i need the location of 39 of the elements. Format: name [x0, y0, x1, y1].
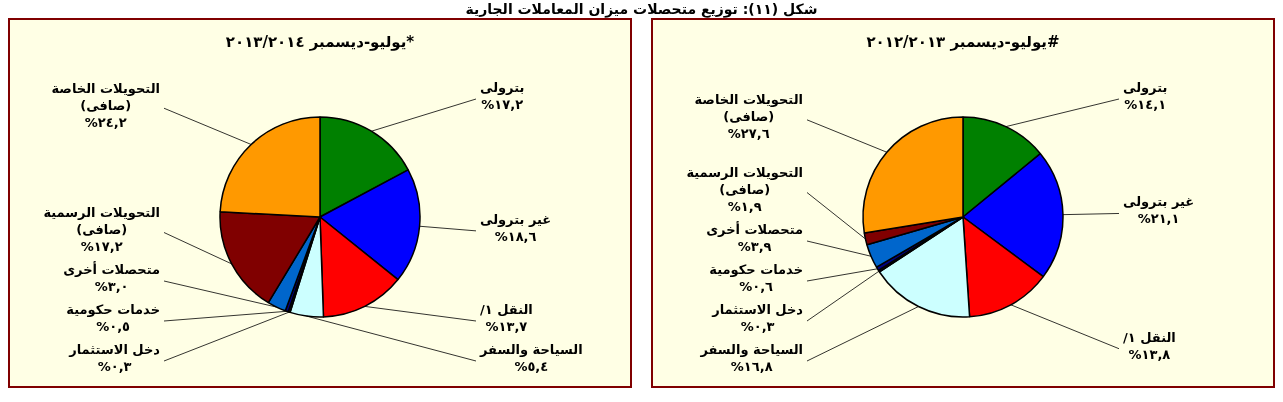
slice-label: بترولى [480, 79, 525, 95]
data-label: ١٣,٨% [1128, 346, 1171, 362]
slice-label: التحويلات الرسمية (صافى) [686, 164, 803, 197]
slice-label: غير بترولى [479, 211, 552, 227]
data-label: ١,٩% [727, 198, 762, 214]
slice-label: خدمات حكومية [66, 301, 160, 317]
data-label: ١٧,٢% [80, 238, 123, 254]
data-label: ١٨,٦% [494, 228, 537, 244]
data-label: ٢٧,٦% [727, 126, 770, 142]
data-label: ٢٤,٢% [84, 114, 127, 130]
data-label: ٠,٣% [740, 318, 775, 334]
slice-label: التحويلات الخاصة (صافى) [51, 80, 160, 113]
data-label: ٠,٣% [97, 358, 132, 374]
slice-label: بترولى [1123, 79, 1168, 95]
slice-label: دخل الاستثمار [68, 341, 161, 357]
data-label: ١٤,١% [1124, 96, 1167, 112]
slice-label: دخل الاستثمار [711, 301, 804, 317]
data-label: ٣,٩% [737, 238, 772, 254]
chart-title: يوليو-ديسمبر ٢٠١٣/٢٠١٤* [225, 32, 415, 51]
slice-label: متحصلات أخرى [63, 260, 160, 277]
slice-label: السياحة والسفر [479, 341, 583, 357]
data-label: ٠,٥% [96, 318, 131, 334]
data-label: ٣,٠% [94, 278, 129, 294]
slice-label: غير بترولى [1122, 194, 1195, 210]
slice-label: التحويلات الخاصة (صافى) [694, 92, 803, 125]
text: شكل (١١): توزيع متحصلات ميزان المعاملات الجارية [465, 1, 818, 17]
slice-label: متحصلات أخرى [706, 220, 803, 237]
slice-label: السياحة والسفر [699, 341, 803, 357]
data-label: ١٧,٢% [481, 96, 524, 112]
slice-label: النقل ١/ [1122, 329, 1176, 345]
data-label: ٠,٦% [739, 278, 774, 294]
slice-label: التحويلات الرسمية (صافى) [43, 204, 160, 237]
data-label: ١٦,٨% [730, 358, 773, 374]
data-label: ١٣,٧% [485, 318, 528, 334]
chart-title: يوليو-ديسمبر ٢٠١٢/٢٠١٣# [866, 32, 1060, 51]
data-label: ٢١,١% [1137, 211, 1180, 227]
data-label: ٥,٤% [514, 358, 549, 374]
slice-label: خدمات حكومية [709, 261, 803, 277]
slice-label: النقل ١/ [479, 301, 533, 317]
